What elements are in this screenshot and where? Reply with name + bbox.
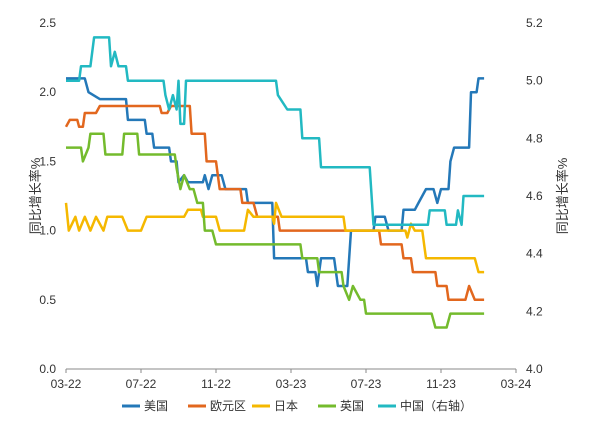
- y-left-tick-label: 2.5: [39, 16, 56, 30]
- legend-label: 中国（右轴）: [400, 398, 472, 413]
- y-right-tick-label: 4.6: [526, 189, 543, 203]
- x-tick-label: 07-22: [126, 377, 157, 391]
- y-right-tick-label: 4.2: [526, 304, 543, 318]
- axes-layer: 03-22 07-22 11-22 03-23 07-23 11-23 03-24 0.0 0.…: [28, 16, 570, 391]
- series-line-0: [66, 77, 485, 288]
- y-right-tick-label: 5.0: [526, 74, 543, 88]
- y-right-tick-label: 4.0: [526, 362, 543, 376]
- y-left-axis-title: 同比增长率%: [28, 157, 43, 234]
- series-line-3: [66, 132, 485, 329]
- legend-label: 欧元区: [210, 399, 246, 413]
- y-left-tick-label: 0.0: [39, 362, 56, 376]
- y-left-tick-label: 0.5: [39, 293, 56, 307]
- series-line-4: [66, 36, 485, 227]
- x-tick-label: 11-22: [201, 377, 231, 391]
- legend: 美国 欧元区 日本 英国 中国（右轴）: [122, 398, 472, 413]
- y-right-tick-label: 4.4: [526, 247, 543, 261]
- x-tick-label: 11-23: [426, 377, 456, 391]
- y-left-tick-label: 1.0: [39, 224, 56, 238]
- legend-label: 日本: [274, 399, 298, 413]
- x-tick-label: 03-23: [276, 377, 307, 391]
- x-tick-label: 07-23: [351, 377, 382, 391]
- x-tick-label: 03-22: [51, 377, 82, 391]
- y-right-tick-label: 4.8: [526, 131, 543, 145]
- legend-label: 英国: [340, 399, 364, 413]
- y-left-tick-label: 1.5: [39, 154, 56, 168]
- series-layer: [64, 36, 485, 329]
- y-right-axis-title: 同比增长率%: [555, 157, 570, 234]
- legend-label: 美国: [144, 399, 168, 413]
- y-left-tick-label: 2.0: [39, 85, 56, 99]
- series-line-2: [64, 201, 485, 274]
- series-line-1: [64, 104, 485, 302]
- y-right-tick-label: 5.2: [526, 16, 543, 30]
- x-tick-label: 03-24: [501, 377, 532, 391]
